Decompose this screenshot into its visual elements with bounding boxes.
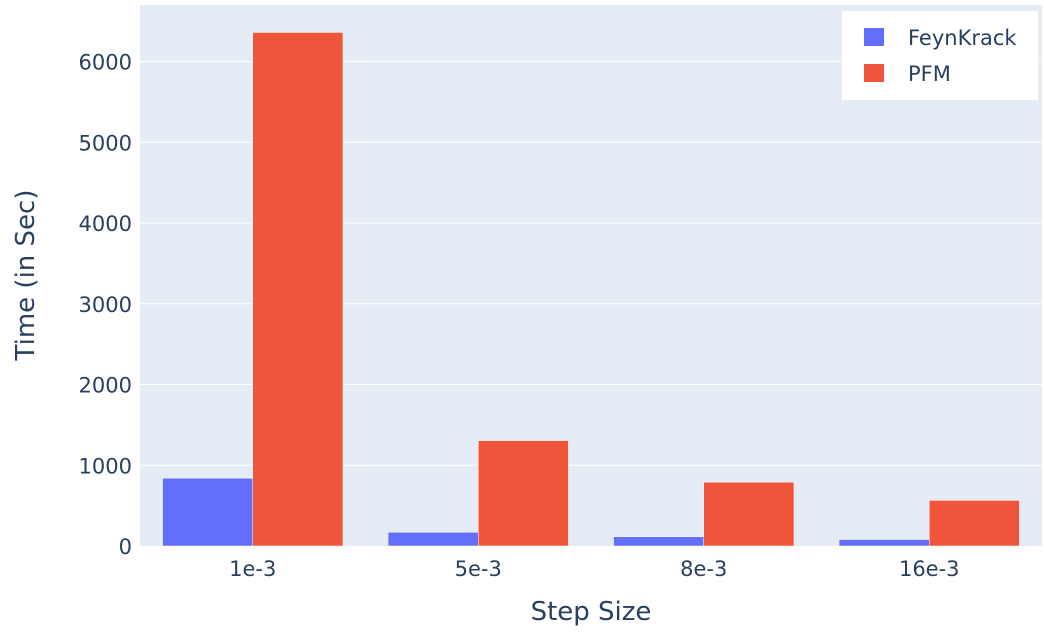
legend: FeynKrack PFM bbox=[842, 11, 1038, 100]
bar-pfm-5e-3 bbox=[478, 440, 569, 547]
y-tick-label: 2000 bbox=[79, 374, 132, 398]
y-tick-label: 4000 bbox=[79, 212, 132, 236]
x-axis-ticks: 1e-3 5e-3 8e-3 16e-3 bbox=[229, 557, 959, 581]
legend-label-feynkrack: FeynKrack bbox=[908, 26, 1017, 50]
bar-feynkrack-16e-3 bbox=[838, 539, 930, 547]
y-tick-label: 6000 bbox=[79, 51, 132, 75]
bar-feynkrack-5e-3 bbox=[387, 532, 479, 547]
legend-label-pfm: PFM bbox=[908, 62, 951, 86]
legend-swatch-feynkrack bbox=[864, 28, 884, 46]
bar-pfm-8e-3 bbox=[703, 481, 795, 547]
bars bbox=[162, 32, 1020, 547]
bar-feynkrack-8e-3 bbox=[613, 536, 704, 547]
y-tick-label: 3000 bbox=[79, 293, 132, 317]
y-axis-title: Time (in Sec) bbox=[11, 190, 41, 362]
y-tick-label: 1000 bbox=[79, 454, 132, 478]
y-tick-label: 5000 bbox=[79, 131, 132, 155]
bar-pfm-1e-3 bbox=[252, 32, 344, 547]
x-tick-label: 5e-3 bbox=[455, 557, 502, 581]
legend-background bbox=[842, 11, 1038, 100]
y-axis-ticks: 0 1000 2000 3000 4000 5000 6000 bbox=[79, 51, 132, 559]
bar-pfm-16e-3 bbox=[929, 500, 1020, 547]
bar-feynkrack-1e-3 bbox=[162, 477, 253, 547]
x-tick-label: 16e-3 bbox=[899, 557, 960, 581]
y-tick-label: 0 bbox=[119, 535, 132, 559]
legend-swatch-pfm bbox=[864, 64, 884, 82]
x-tick-label: 1e-3 bbox=[229, 557, 276, 581]
x-axis-title: Step Size bbox=[531, 597, 652, 627]
x-tick-label: 8e-3 bbox=[680, 557, 727, 581]
